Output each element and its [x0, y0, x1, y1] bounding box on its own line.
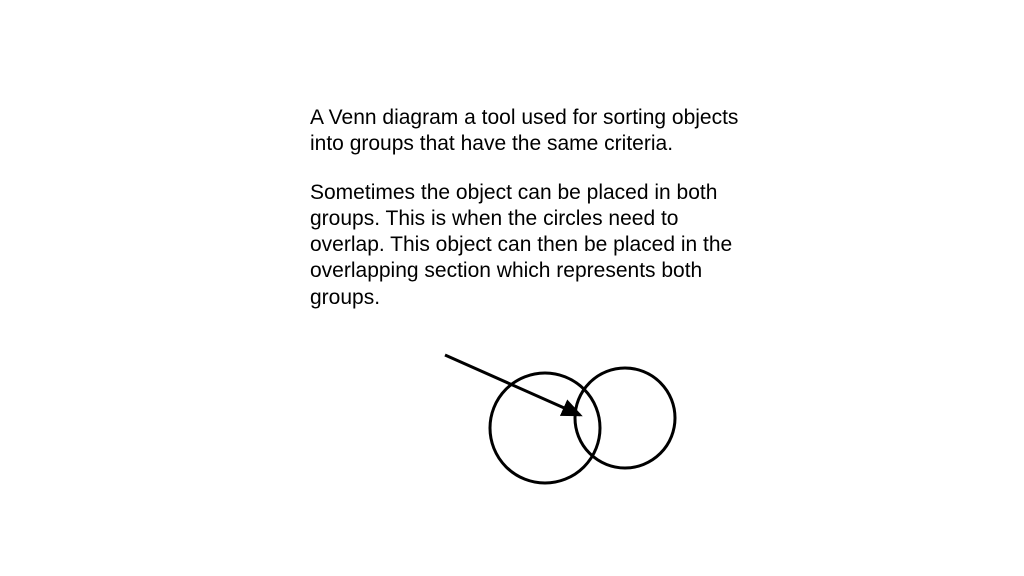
venn-diagram [470, 358, 700, 498]
venn-svg [470, 358, 700, 498]
venn-circle-right [575, 368, 675, 468]
text-block: A Venn diagram a tool used for sorting o… [310, 105, 750, 333]
paragraph-1: A Venn diagram a tool used for sorting o… [310, 105, 750, 158]
paragraph-2: Sometimes the object can be placed in bo… [310, 180, 750, 311]
